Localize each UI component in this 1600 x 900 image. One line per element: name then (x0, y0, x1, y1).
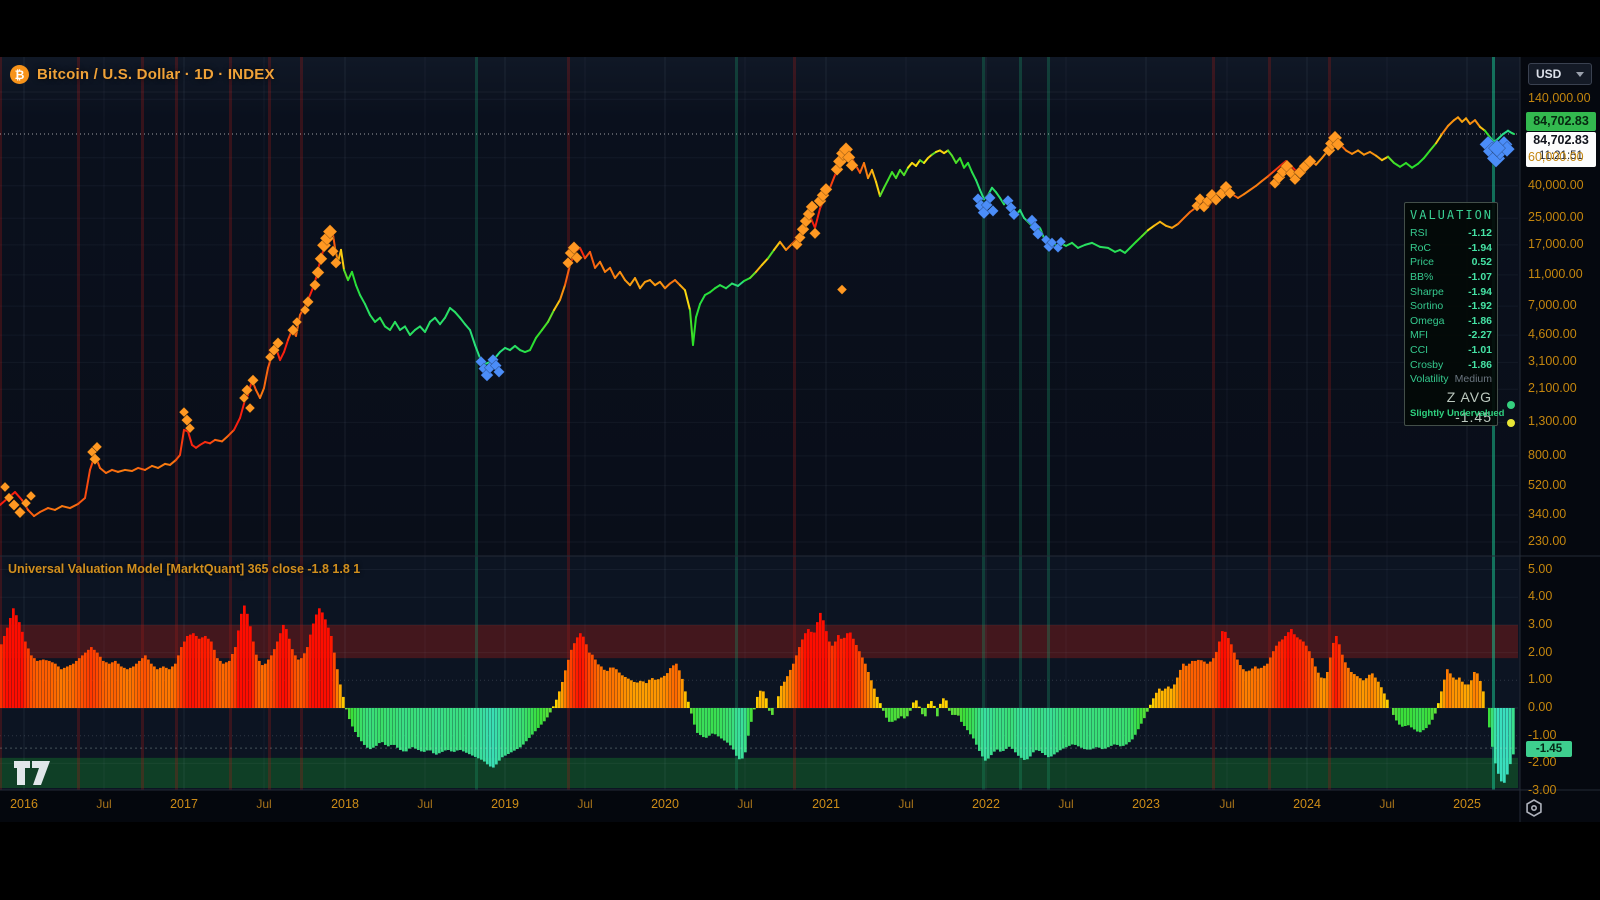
undervalued-diamond-markers (474, 135, 1516, 382)
valuation-markers (0, 130, 1516, 519)
tradingview-logo[interactable] (14, 761, 50, 785)
time-axis-strip[interactable] (0, 790, 1520, 822)
gear-icon[interactable] (1526, 799, 1542, 817)
price-pane[interactable] (0, 57, 1520, 556)
overvalued-diamond-markers (0, 130, 1345, 519)
price-series[interactable] (0, 116, 1515, 518)
undervalued-zone (0, 757, 1518, 788)
oscillator-series (0, 605, 1515, 783)
